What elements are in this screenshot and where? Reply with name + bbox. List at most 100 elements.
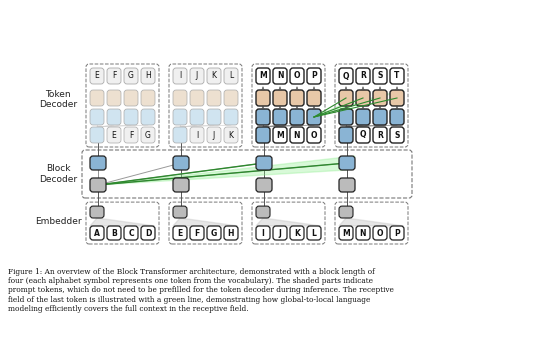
FancyBboxPatch shape [173, 156, 189, 170]
FancyBboxPatch shape [390, 68, 404, 84]
FancyBboxPatch shape [307, 68, 321, 84]
FancyBboxPatch shape [356, 68, 370, 84]
FancyBboxPatch shape [256, 206, 270, 218]
FancyBboxPatch shape [290, 127, 304, 143]
FancyBboxPatch shape [339, 68, 353, 84]
Text: C: C [128, 228, 134, 238]
FancyBboxPatch shape [107, 127, 121, 143]
Text: H: H [228, 228, 234, 238]
FancyBboxPatch shape [207, 90, 221, 106]
FancyBboxPatch shape [256, 226, 270, 240]
FancyBboxPatch shape [207, 68, 221, 84]
FancyBboxPatch shape [339, 226, 353, 240]
FancyBboxPatch shape [173, 127, 187, 143]
Text: J: J [213, 131, 215, 139]
FancyBboxPatch shape [141, 226, 155, 240]
FancyBboxPatch shape [173, 226, 187, 240]
FancyBboxPatch shape [224, 109, 238, 125]
FancyBboxPatch shape [124, 68, 138, 84]
FancyBboxPatch shape [273, 127, 287, 143]
FancyBboxPatch shape [90, 127, 104, 143]
FancyBboxPatch shape [207, 226, 221, 240]
FancyBboxPatch shape [273, 226, 287, 240]
Text: K: K [228, 131, 233, 139]
Text: L: L [312, 228, 316, 238]
FancyBboxPatch shape [356, 226, 370, 240]
FancyBboxPatch shape [307, 90, 321, 106]
FancyBboxPatch shape [224, 90, 238, 106]
Text: M: M [342, 228, 350, 238]
FancyBboxPatch shape [307, 226, 321, 240]
Text: N: N [277, 71, 284, 81]
FancyBboxPatch shape [356, 90, 370, 106]
FancyBboxPatch shape [290, 109, 304, 125]
Text: D: D [145, 228, 151, 238]
Text: R: R [360, 71, 366, 81]
FancyBboxPatch shape [373, 127, 387, 143]
Text: O: O [377, 228, 383, 238]
FancyBboxPatch shape [173, 68, 187, 84]
Text: F: F [112, 71, 116, 81]
FancyBboxPatch shape [339, 156, 355, 170]
Text: L: L [229, 71, 233, 81]
FancyBboxPatch shape [190, 109, 204, 125]
Text: M: M [276, 131, 284, 139]
FancyBboxPatch shape [224, 68, 238, 84]
FancyBboxPatch shape [173, 178, 189, 192]
FancyBboxPatch shape [273, 90, 287, 106]
FancyBboxPatch shape [390, 109, 404, 125]
FancyBboxPatch shape [307, 127, 321, 143]
FancyBboxPatch shape [290, 226, 304, 240]
FancyBboxPatch shape [141, 109, 155, 125]
Text: Q: Q [343, 71, 349, 81]
FancyBboxPatch shape [339, 206, 353, 218]
FancyBboxPatch shape [90, 178, 106, 192]
Text: S: S [394, 131, 400, 139]
FancyBboxPatch shape [141, 127, 155, 143]
Text: O: O [294, 71, 300, 81]
FancyBboxPatch shape [373, 226, 387, 240]
Text: K: K [294, 228, 300, 238]
Text: S: S [377, 71, 383, 81]
FancyBboxPatch shape [256, 90, 270, 106]
Text: G: G [128, 71, 134, 81]
FancyBboxPatch shape [90, 109, 104, 125]
FancyBboxPatch shape [290, 68, 304, 84]
FancyBboxPatch shape [90, 156, 106, 170]
FancyBboxPatch shape [224, 226, 238, 240]
FancyBboxPatch shape [141, 90, 155, 106]
Text: B: B [111, 228, 117, 238]
FancyBboxPatch shape [256, 68, 270, 84]
Text: I: I [196, 131, 198, 139]
Text: J: J [279, 228, 281, 238]
FancyBboxPatch shape [356, 109, 370, 125]
Text: Figure 1: An overview of the Block Transformer architecture, demonstrated with a: Figure 1: An overview of the Block Trans… [8, 268, 394, 313]
FancyBboxPatch shape [390, 226, 404, 240]
FancyBboxPatch shape [90, 206, 104, 218]
Polygon shape [173, 218, 238, 226]
Text: I: I [261, 228, 265, 238]
Text: E: E [177, 228, 183, 238]
FancyBboxPatch shape [390, 127, 404, 143]
FancyBboxPatch shape [173, 109, 187, 125]
Text: G: G [211, 228, 217, 238]
FancyBboxPatch shape [207, 109, 221, 125]
Text: F: F [194, 228, 200, 238]
Text: H: H [145, 71, 151, 81]
Text: K: K [212, 71, 217, 81]
FancyBboxPatch shape [339, 90, 353, 106]
FancyBboxPatch shape [256, 109, 270, 125]
FancyBboxPatch shape [290, 90, 304, 106]
FancyBboxPatch shape [90, 68, 104, 84]
Polygon shape [339, 218, 404, 226]
FancyBboxPatch shape [124, 109, 138, 125]
FancyBboxPatch shape [141, 68, 155, 84]
FancyBboxPatch shape [256, 178, 272, 192]
FancyBboxPatch shape [107, 226, 121, 240]
FancyBboxPatch shape [190, 226, 204, 240]
FancyBboxPatch shape [256, 127, 270, 143]
FancyBboxPatch shape [124, 127, 138, 143]
Polygon shape [90, 218, 155, 226]
FancyBboxPatch shape [107, 68, 121, 84]
Text: Q: Q [360, 131, 366, 139]
